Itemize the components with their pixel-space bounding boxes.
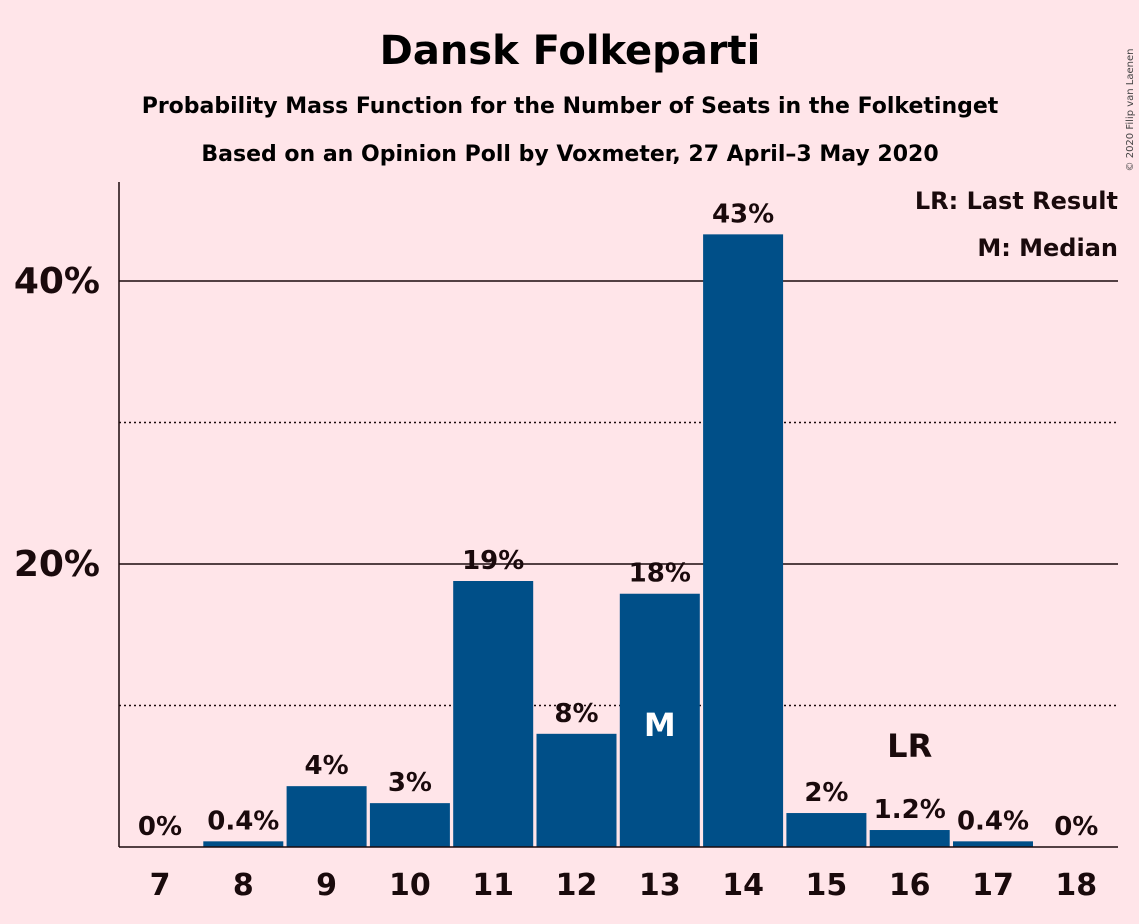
data-label-14: 43% bbox=[712, 199, 774, 229]
x-tick-label-14: 14 bbox=[722, 868, 764, 903]
y-tick-label-1: 40% bbox=[14, 261, 100, 302]
bar-14 bbox=[703, 234, 784, 847]
bar-10 bbox=[369, 803, 450, 847]
x-tick-label-16: 16 bbox=[889, 868, 931, 903]
chart-subtitle-poll: Based on an Opinion Poll by Voxmeter, 27… bbox=[201, 142, 938, 167]
data-label-9: 4% bbox=[305, 751, 349, 781]
bar-15 bbox=[786, 813, 867, 847]
chart-title: Dansk Folkeparti bbox=[380, 28, 761, 74]
bar-9 bbox=[286, 786, 367, 847]
y-tick-label-0: 20% bbox=[14, 544, 100, 585]
bar-12 bbox=[536, 733, 617, 847]
data-label-10: 3% bbox=[388, 768, 432, 798]
bar-8 bbox=[203, 841, 284, 847]
data-label-16: 1.2% bbox=[874, 795, 946, 825]
legend-entry-0: LR: Last Result bbox=[915, 187, 1118, 215]
x-tick-label-18: 18 bbox=[1055, 868, 1097, 903]
data-label-12: 8% bbox=[554, 699, 598, 729]
x-tick-label-9: 9 bbox=[316, 868, 337, 903]
gridlines bbox=[119, 280, 1118, 707]
legend-entry-1: M: Median bbox=[977, 234, 1118, 262]
data-label-15: 2% bbox=[804, 778, 848, 808]
x-tick-label-7: 7 bbox=[150, 868, 171, 903]
x-tick-label-10: 10 bbox=[389, 868, 431, 903]
data-label-8: 0.4% bbox=[207, 806, 279, 836]
bar-17 bbox=[953, 841, 1033, 847]
x-tick-label-8: 8 bbox=[233, 868, 254, 903]
x-tick-label-12: 12 bbox=[556, 868, 598, 903]
bar-13 bbox=[619, 593, 700, 847]
data-label-7: 0% bbox=[138, 812, 182, 842]
chart-subtitle: Probability Mass Function for the Number… bbox=[142, 94, 999, 119]
copyright-notice: © 2020 Filip van Laenen bbox=[1125, 49, 1136, 172]
legend: LR: Last Result M: Median bbox=[915, 187, 1118, 262]
bars bbox=[203, 234, 1033, 847]
x-tick-label-17: 17 bbox=[972, 868, 1014, 903]
data-label-18: 0% bbox=[1054, 812, 1098, 842]
y-axis: 20% 40% bbox=[14, 182, 120, 847]
x-tick-label-13: 13 bbox=[639, 868, 681, 903]
x-tick-label-11: 11 bbox=[472, 868, 514, 903]
bar-11 bbox=[453, 581, 534, 847]
x-tick-label-15: 15 bbox=[806, 868, 848, 903]
data-label-17: 0.4% bbox=[957, 806, 1029, 836]
median-marker: M bbox=[644, 706, 676, 744]
data-label-11: 19% bbox=[462, 546, 524, 576]
data-label-13: 18% bbox=[629, 559, 691, 589]
x-axis: 7 8 9 10 11 12 13 14 15 16 17 18 bbox=[119, 846, 1118, 903]
last-result-marker: LR bbox=[887, 727, 932, 765]
bar-16 bbox=[869, 830, 950, 847]
data-labels: 0% 0.4% 4% 3% 19% 8% 18% 43% 2% 1.2% 0.4% 0% M LR bbox=[138, 199, 1098, 842]
